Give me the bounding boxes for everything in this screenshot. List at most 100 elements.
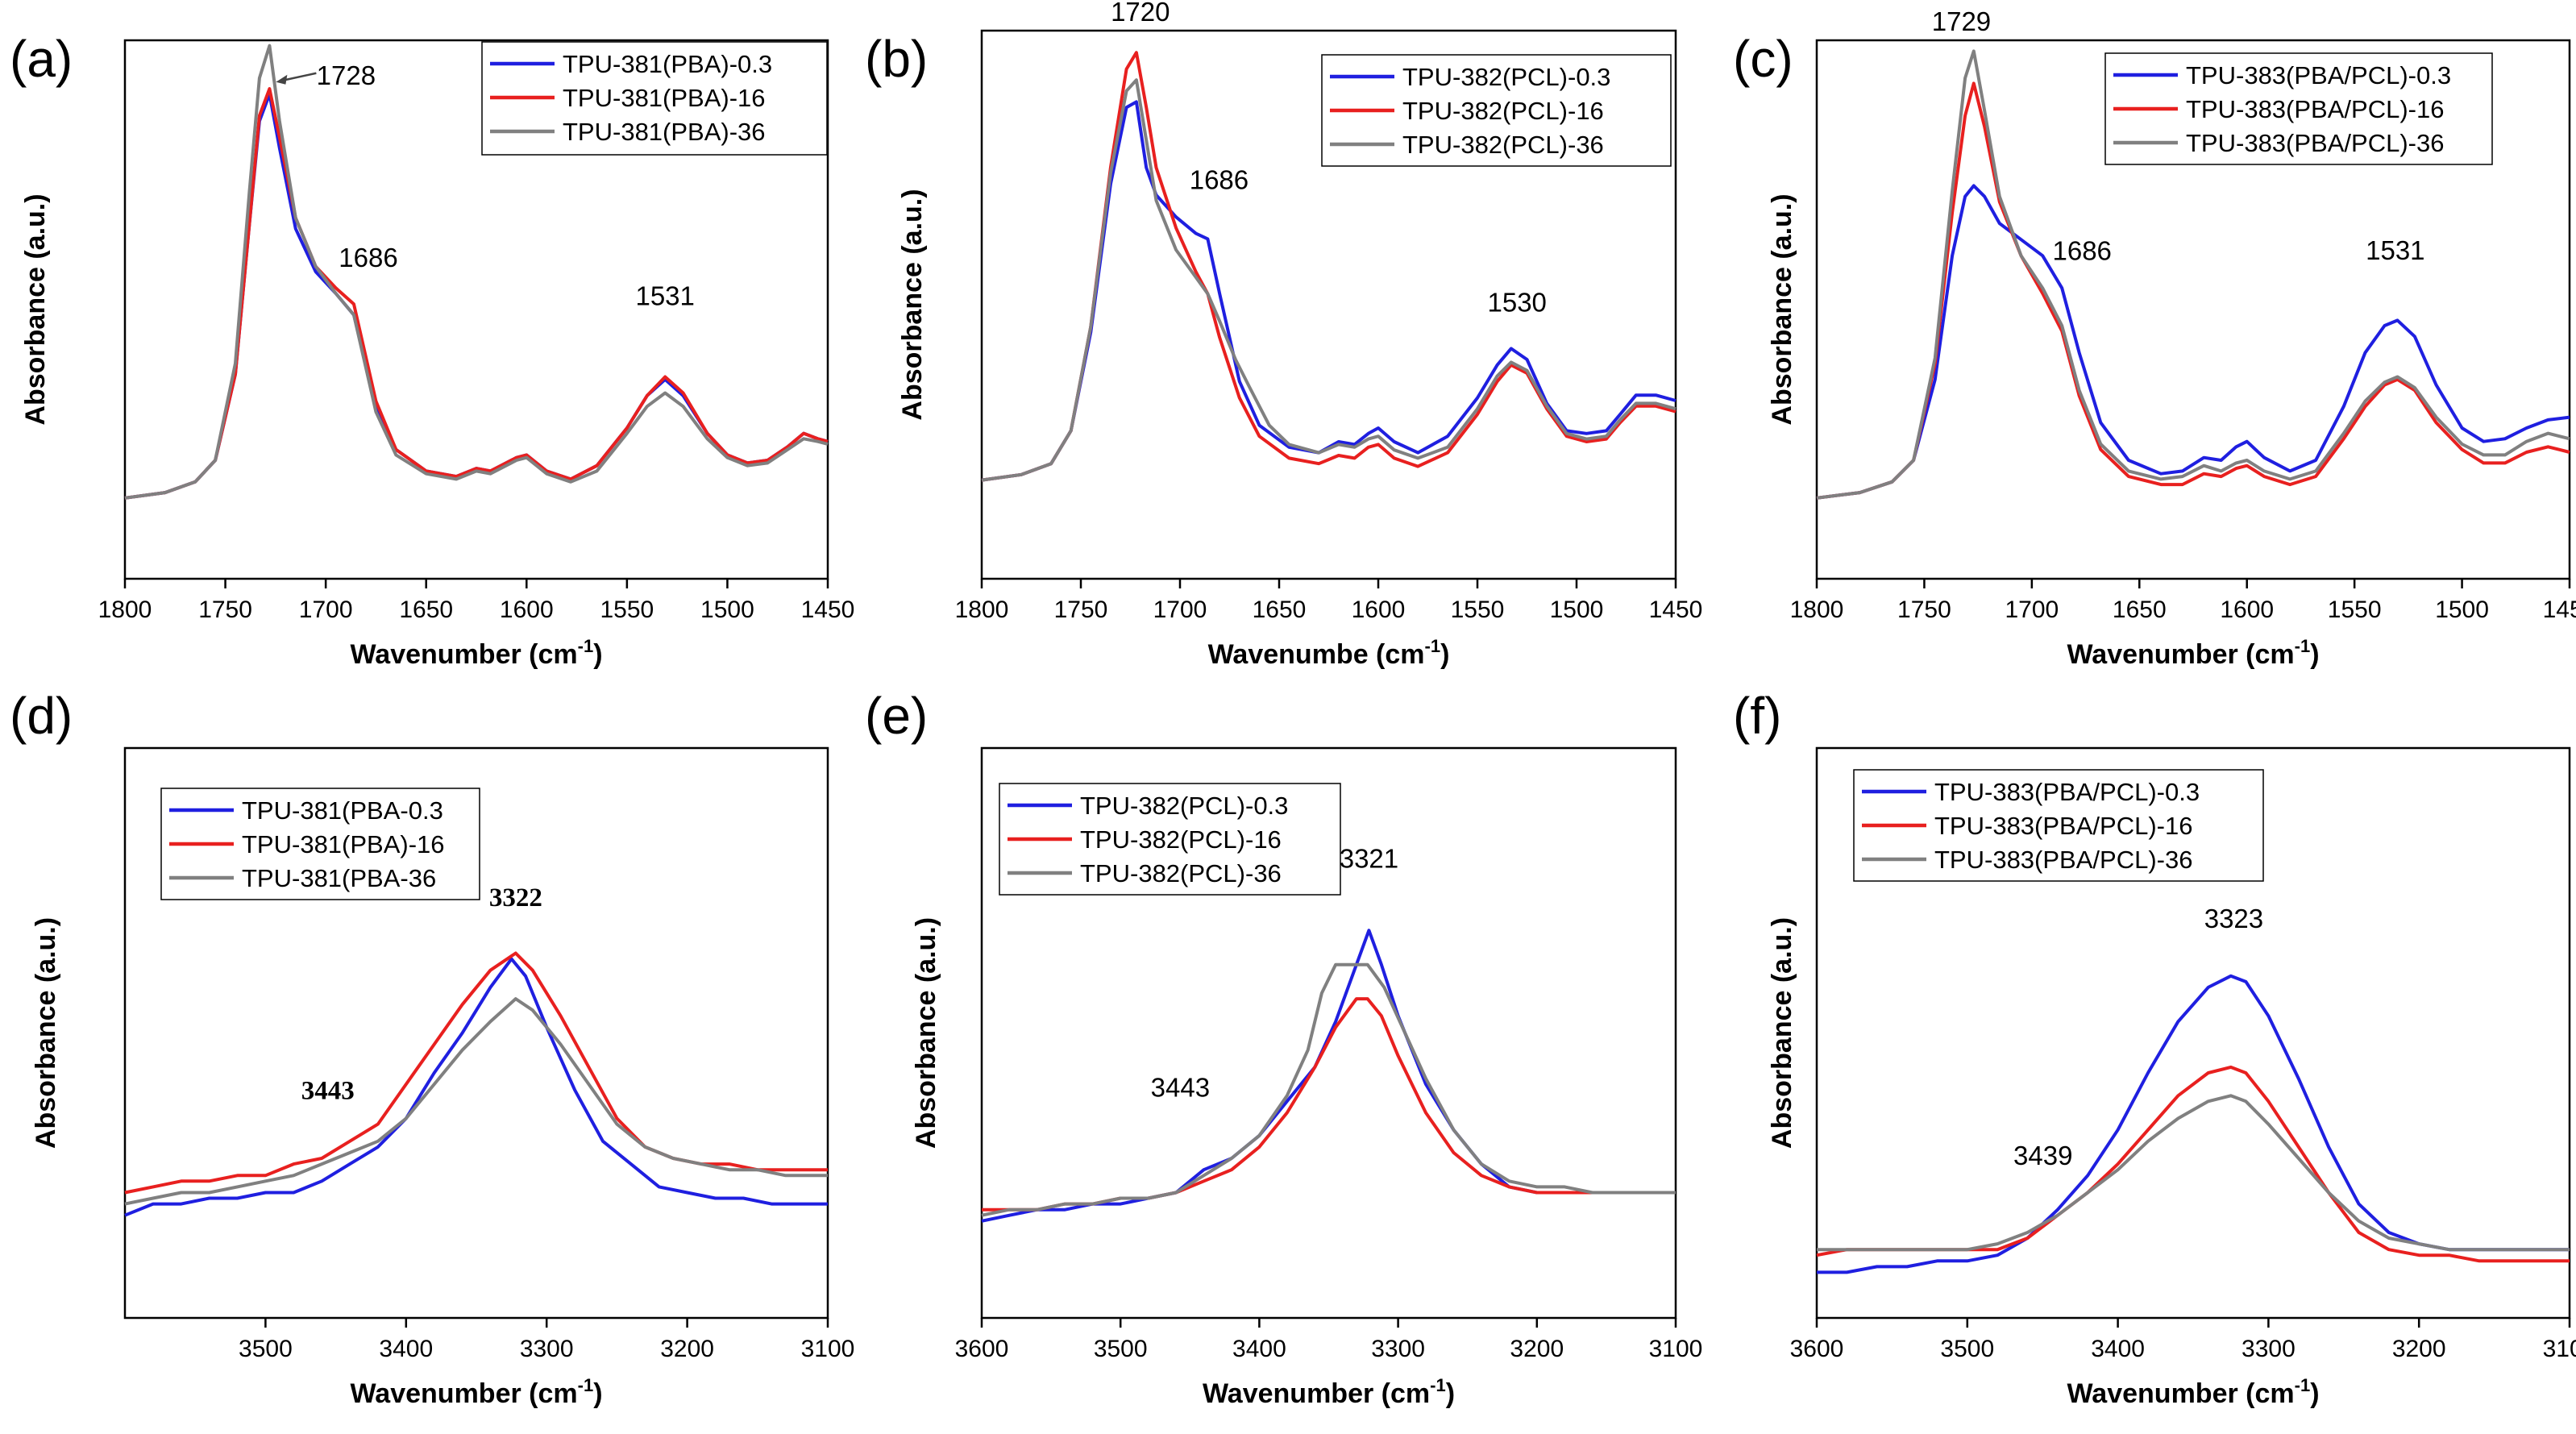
plot-frame — [123, 39, 829, 580]
x-axis-title: Wavenumber (cm-1) — [2067, 1375, 2319, 1409]
series-line — [1816, 184, 2570, 500]
series-line — [124, 44, 829, 500]
x-tick-label: 3200 — [660, 1336, 714, 1362]
x-tick-label: 3500 — [239, 1336, 293, 1362]
y-axis-title: Absorbance (a.u.) — [1767, 917, 1797, 1149]
peak-annotation: 1686 — [2053, 235, 2112, 265]
x-tick-label: 1800 — [955, 596, 1009, 623]
x-tick-label: 1500 — [700, 596, 754, 623]
x-tick-label: 1800 — [1790, 596, 1844, 623]
x-tick-label: 1650 — [399, 596, 453, 623]
x-tick-label: 1700 — [299, 596, 353, 623]
peak-annotation: 1729 — [1932, 6, 1991, 36]
x-tick-label: 3400 — [2091, 1336, 2145, 1362]
annotation-arrowhead — [276, 74, 288, 85]
series-line — [1816, 1065, 2570, 1263]
x-tick-label: 3100 — [801, 1336, 855, 1362]
y-axis-title: Absorbance (a.u.) — [20, 193, 51, 425]
chart-panel-c: 1800 1750 1700 1650 1600 1550 1500 1450 1729 1686… — [1733, 6, 2576, 670]
series-line — [981, 78, 1676, 482]
series-line — [981, 51, 1676, 482]
legend: TPU-383(PBA/PCL)-0.3 TPU-383(PBA/PCL)-16 T… — [2104, 52, 2493, 165]
x-tick-label: 3500 — [1940, 1336, 1994, 1362]
series-line — [981, 929, 1676, 1223]
x-tick-label: 1600 — [2220, 596, 2274, 623]
y-axis-title: Absorbance (a.u.) — [31, 917, 61, 1149]
x-tick-label: 1550 — [2328, 596, 2382, 623]
legend-entry: TPU-381(PBA)-36 — [563, 118, 766, 146]
x-tick-label: 3200 — [2392, 1336, 2446, 1362]
legend: TPU-383(PBA/PCL)-0.3 TPU-383(PBA/PCL)-16 T… — [1853, 769, 2264, 882]
legend-entry: TPU-382(PCL)-16 — [1402, 97, 1604, 125]
legend-entry: TPU-383(PBA/PCL)-0.3 — [2186, 61, 2451, 89]
legend: TPU-381(PBA-0.3 TPU-381(PBA)-16 TPU-381(PB… — [160, 788, 480, 900]
x-tick-label: 1750 — [1897, 596, 1951, 623]
x-tick-label: 1550 — [1451, 596, 1505, 623]
x-tick-label: 3300 — [2242, 1336, 2296, 1362]
peak-annotation: 3322 — [489, 883, 542, 912]
peak-annotation: 1686 — [1190, 164, 1249, 194]
legend-entry: TPU-381(PBA-0.3 — [242, 796, 443, 825]
legend-entry: TPU-383(PBA/PCL)-36 — [1934, 846, 2192, 874]
plot-frame — [980, 746, 1677, 1320]
peak-annotation: 3443 — [1151, 1072, 1210, 1102]
x-axis-title: Wavenumber (cm-1) — [2067, 636, 2319, 670]
series-line — [124, 957, 828, 1217]
legend-entry: TPU-383(PBA/PCL)-16 — [2186, 95, 2444, 123]
series-line — [124, 997, 828, 1206]
series-line — [1817, 974, 2570, 1274]
panel-label: (c) — [1733, 30, 1793, 88]
x-tick-label: 1700 — [2005, 596, 2059, 623]
x-tick-label: 1450 — [801, 596, 855, 623]
x-tick-label: 3600 — [1790, 1336, 1844, 1362]
series-line — [1816, 81, 2570, 500]
x-tick-label: 3600 — [955, 1336, 1009, 1362]
y-axis-title: Absorbance (a.u.) — [897, 189, 928, 420]
x-tick-label: 1600 — [500, 596, 554, 623]
plot-frame — [980, 29, 1677, 580]
x-tick-label: 3100 — [2543, 1336, 2576, 1362]
series-line — [124, 951, 828, 1195]
peak-annotation: 3439 — [2013, 1141, 2072, 1170]
legend: TPU-382(PCL)-0.3 TPU-382(PCL)-16 TPU-382(P… — [999, 783, 1341, 896]
x-tick-label: 3400 — [379, 1336, 433, 1362]
panel-label: (e) — [865, 687, 928, 745]
legend: TPU-381(PBA)-0.3 TPU-381(PBA)-16 TPU-381(P… — [481, 41, 828, 156]
x-tick-label: 3200 — [1510, 1336, 1564, 1362]
legend-entry: TPU-382(PCL)-36 — [1080, 859, 1282, 887]
plot-frame — [1815, 746, 2571, 1320]
peak-annotation: 1530 — [1487, 287, 1546, 317]
legend-entry: TPU-381(PBA-36 — [242, 864, 436, 892]
legend-entry: TPU-382(PCL)-0.3 — [1080, 792, 1288, 820]
x-tick-label: 1800 — [98, 596, 152, 623]
chart-panel-b: 1800 1750 1700 1650 1600 1550 1500 1450 1720 1686… — [865, 0, 1702, 670]
series-line — [981, 962, 1676, 1217]
legend-entry: TPU-382(PCL)-36 — [1402, 131, 1604, 159]
x-tick-label: 1750 — [198, 596, 252, 623]
peak-annotation: 3321 — [1340, 844, 1398, 874]
legend-entry: TPU-381(PBA)-16 — [242, 830, 445, 858]
plot-frame — [1815, 39, 2571, 580]
chart-panel-a: 1800 1750 1700 1650 1600 1550 1500 1450 1728 1686… — [10, 30, 854, 670]
peak-annotation: 1531 — [2366, 235, 2424, 265]
series-line — [982, 997, 1676, 1212]
legend-entry: TPU-381(PBA)-16 — [563, 84, 766, 112]
panel-label: (a) — [10, 30, 73, 88]
x-tick-label: 3500 — [1094, 1336, 1148, 1362]
x-tick-label: 3300 — [520, 1336, 574, 1362]
chart-panel-f: 3600 3500 3400 3300 3200 3100 3323 3439 (f) Waven… — [1733, 687, 2576, 1409]
x-axis-title: Wavenumber (cm-1) — [1203, 1375, 1455, 1409]
x-tick-label: 1500 — [1550, 596, 1604, 623]
x-axis-title: Wavenumbe (cm-1) — [1208, 636, 1450, 670]
panel-label: (f) — [1733, 687, 1781, 745]
series-line — [124, 87, 829, 500]
legend-entry: TPU-382(PCL)-0.3 — [1402, 63, 1610, 91]
series-line — [1817, 1094, 2570, 1252]
chart-panel-d: 3500 3400 3300 3200 3100 3322 3443 (d) Wavenumbe… — [10, 687, 854, 1409]
x-tick-label: 1450 — [2543, 596, 2576, 623]
x-axis-title: Wavenumber (cm-1) — [350, 1375, 602, 1409]
legend-entry: TPU-382(PCL)-16 — [1080, 825, 1282, 854]
series-line — [1816, 49, 2570, 500]
legend-entry: TPU-381(PBA)-0.3 — [563, 50, 772, 78]
